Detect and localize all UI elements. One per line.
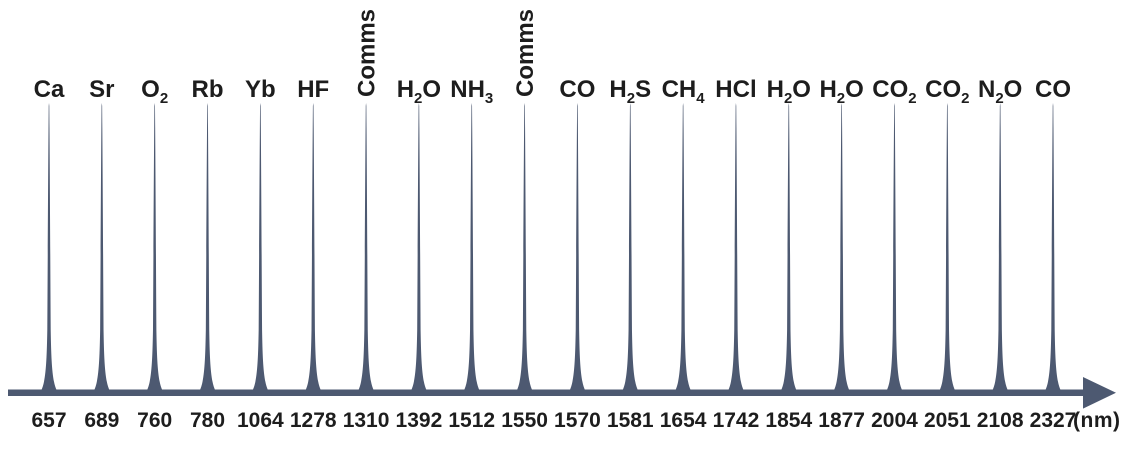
wavelength-label: 2327	[1030, 409, 1077, 432]
peak-spike	[142, 103, 168, 396]
species-label: O2	[141, 76, 168, 107]
species-label: Comms	[512, 9, 539, 97]
wavelength-label: 1742	[713, 409, 760, 432]
wavelength-label: 657	[31, 409, 66, 432]
species-label: H2O	[767, 76, 811, 107]
peak-spike	[987, 103, 1013, 396]
peak-spike	[829, 103, 855, 396]
wavelength-label: 2004	[871, 409, 918, 432]
species-label: Comms	[354, 9, 381, 97]
wavelength-label: 760	[137, 409, 172, 432]
species-label: H2S	[609, 76, 651, 107]
species-label: CO2	[872, 76, 916, 107]
wavelength-label: 1581	[607, 409, 654, 432]
species-label: CO	[559, 76, 595, 103]
wavelength-label: 1310	[343, 409, 390, 432]
peak-spike	[723, 103, 749, 396]
wavelength-label: 1278	[290, 409, 337, 432]
species-label: HF	[297, 76, 329, 103]
peak-spike	[512, 103, 538, 396]
species-label: HCl	[715, 76, 756, 103]
wavelength-label: 689	[84, 409, 119, 432]
wavelength-label: 2108	[977, 409, 1024, 432]
peak-spike	[881, 103, 907, 396]
peak-spike	[247, 103, 273, 396]
peak-spike	[1040, 103, 1066, 396]
species-label: CH4	[662, 76, 706, 107]
wavelength-label: 1550	[501, 409, 548, 432]
species-label: Sr	[89, 76, 114, 103]
wavelength-label: 1392	[396, 409, 443, 432]
wavelength-label: 2051	[924, 409, 971, 432]
peak-spike	[89, 103, 115, 396]
peak-spike	[195, 103, 221, 396]
wavelength-label: 1064	[237, 409, 284, 432]
peak-spike	[776, 103, 802, 396]
wavelength-label: 1854	[765, 409, 812, 432]
peak-spike	[670, 103, 696, 396]
axis-arrow-icon	[1083, 377, 1116, 409]
peak-spike	[406, 103, 432, 396]
species-label: CO2	[925, 76, 969, 107]
wavelength-label: 1877	[818, 409, 865, 432]
peak-spike	[934, 103, 960, 396]
species-label: CO	[1035, 76, 1071, 103]
peak-spike	[36, 103, 62, 396]
wavelength-label: 780	[190, 409, 225, 432]
wavelength-label: 1570	[554, 409, 601, 432]
species-label: Rb	[192, 76, 224, 103]
axis-line	[8, 389, 1086, 396]
species-label: H2O	[397, 76, 441, 107]
peak-spike	[459, 103, 485, 396]
species-label: H2O	[819, 76, 863, 107]
peak-spike	[617, 103, 643, 396]
wavelength-label: 1512	[448, 409, 495, 432]
axis-unit-label: (nm)	[1073, 409, 1121, 432]
species-label: NH3	[450, 76, 493, 107]
species-label: Yb	[245, 76, 276, 103]
peak-spike	[564, 103, 590, 396]
wavelength-label: 1654	[660, 409, 707, 432]
species-label: N2O	[978, 76, 1022, 107]
peak-spike	[353, 103, 379, 396]
peak-spike	[300, 103, 326, 396]
species-label: Ca	[34, 76, 65, 103]
